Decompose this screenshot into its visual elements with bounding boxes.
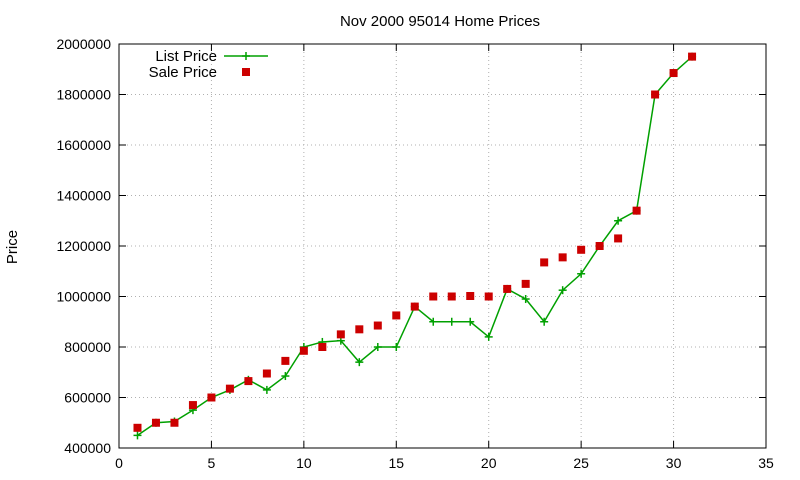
list-price-point: [521, 295, 530, 304]
sale-price-point: [281, 356, 290, 365]
sale-price-point: [595, 242, 604, 250]
sale-price-point: [466, 291, 475, 300]
y-tick-label: 1200000: [56, 238, 111, 254]
series-sale-price: [133, 52, 697, 432]
list-price-point: [484, 332, 493, 341]
list-price-point: [133, 431, 142, 440]
sale-price-point: [188, 401, 197, 410]
sale-price-point: [651, 90, 660, 99]
series-layer: [133, 52, 697, 440]
list-price-point: [558, 286, 567, 295]
sale-price-point: [392, 311, 401, 320]
y-tick-label: 1600000: [56, 137, 111, 153]
x-tick-label: 5: [208, 455, 216, 471]
sale-price-point: [632, 206, 641, 215]
sale-price-point: [558, 253, 567, 262]
y-tick-label: 800000: [64, 339, 111, 355]
sale-price-point: [614, 234, 623, 243]
list-price-point: [355, 358, 364, 367]
sale-price-point: [207, 393, 216, 402]
x-tick-label: 0: [115, 455, 123, 471]
sale-price-point: [447, 292, 456, 301]
list-price-point: [392, 343, 401, 351]
x-tick-label: 15: [388, 455, 404, 471]
sale-price-point: [336, 330, 345, 339]
sale-price-point: [133, 423, 142, 432]
plot-area-border: [118, 43, 767, 449]
list-price-point: [614, 216, 623, 225]
list-price-point: [429, 317, 438, 326]
y-tick-label: 600000: [64, 390, 111, 406]
x-tick-label: 10: [296, 455, 312, 471]
sale-price-point: [429, 292, 438, 301]
axis-ticks: [118, 43, 767, 449]
list-price-line: [137, 56, 693, 436]
x-tick-label: 20: [481, 455, 497, 471]
x-tick-label: 25: [573, 455, 589, 471]
y-tick-label: 400000: [64, 440, 111, 456]
list-price-point: [281, 372, 290, 381]
legend-label: Sale Price: [149, 64, 217, 81]
list-price-point: [466, 317, 475, 326]
sale-price-point: [521, 279, 530, 288]
y-axis-label: Price: [4, 230, 21, 264]
sale-price-point: [410, 302, 419, 311]
sale-price-point: [318, 343, 327, 351]
list-price-point: [577, 269, 586, 278]
sale-price-point: [669, 69, 678, 78]
y-tick-label: 1000000: [56, 289, 111, 305]
sale-price-point: [540, 258, 549, 267]
sale-price-point: [225, 384, 234, 393]
y-tick-labels: 400000 600000 800000 1000000 1200000 1400000 1…: [56, 36, 111, 456]
sale-price-point: [151, 418, 160, 427]
sale-price-point: [355, 325, 364, 334]
list-price-point: [262, 385, 271, 394]
list-price-point: [373, 343, 382, 351]
chart-grid: [119, 44, 766, 448]
sale-price-point: [373, 321, 382, 330]
x-tick-label: 35: [758, 455, 774, 471]
legend-item-list-price: List Price: [155, 48, 268, 65]
chart-title: Nov 2000 95014 Home Prices: [340, 13, 540, 30]
sale-price-point: [299, 346, 308, 355]
y-tick-label: 1800000: [56, 87, 111, 103]
sale-price-point: [688, 52, 697, 61]
sale-price-point: [170, 418, 179, 427]
list-price-point: [540, 317, 549, 326]
y-tick-label: 1400000: [56, 188, 111, 204]
sale-price-point: [244, 377, 253, 386]
x-tick-labels: 0 5 10 15 20 25 30 35: [115, 455, 774, 471]
sale-price-point: [262, 369, 271, 378]
list-price-point: [447, 317, 456, 326]
sale-price-point: [484, 292, 493, 301]
y-tick-label: 2000000: [56, 36, 111, 52]
legend-swatch-marker: [242, 52, 250, 60]
legend-swatch-marker: [242, 68, 250, 76]
sale-price-point: [503, 284, 512, 293]
sale-price-point: [577, 245, 586, 254]
legend-item-sale-price: Sale Price: [149, 64, 250, 81]
x-tick-label: 30: [666, 455, 682, 471]
legend-label: List Price: [155, 48, 217, 65]
